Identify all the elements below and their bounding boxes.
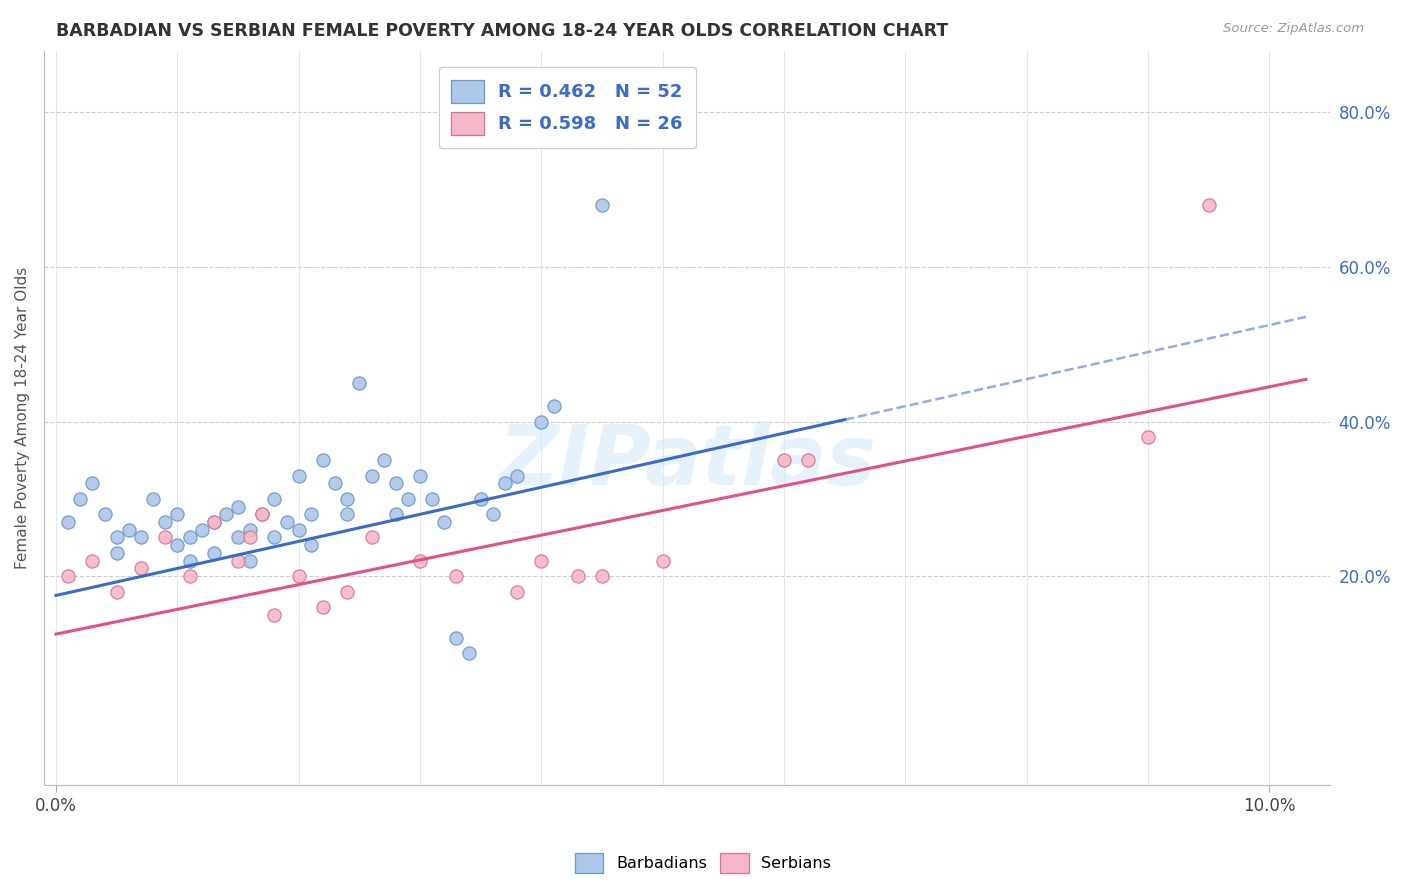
Point: [56, 569, 79, 583]
Point: [82, 554, 104, 568]
Point: [530, 415, 553, 429]
Point: [215, 508, 238, 522]
Point: [179, 569, 201, 583]
Point: [482, 508, 505, 522]
Point: [239, 523, 262, 537]
Point: [530, 554, 553, 568]
Point: [506, 584, 529, 599]
Point: [797, 453, 820, 467]
Point: [142, 491, 165, 506]
Point: [82, 476, 104, 491]
Point: [190, 523, 212, 537]
Point: [179, 531, 201, 545]
Point: [396, 491, 419, 506]
Point: [56, 515, 79, 529]
Point: [129, 531, 152, 545]
Point: [252, 508, 274, 522]
Point: [226, 531, 249, 545]
Legend: Barbadians, Serbians: Barbadians, Serbians: [568, 847, 838, 880]
Point: [118, 523, 141, 537]
Point: [312, 453, 335, 467]
Point: [287, 523, 309, 537]
Point: [166, 538, 188, 552]
Point: [336, 491, 359, 506]
Point: [409, 554, 432, 568]
Point: [287, 468, 309, 483]
Point: [179, 554, 201, 568]
Text: BARBADIAN VS SERBIAN FEMALE POVERTY AMONG 18-24 YEAR OLDS CORRELATION CHART: BARBADIAN VS SERBIAN FEMALE POVERTY AMON…: [56, 22, 949, 40]
Point: [93, 508, 115, 522]
Text: ZIPatlas: ZIPatlas: [498, 421, 876, 502]
Point: [323, 476, 346, 491]
Point: [360, 531, 382, 545]
Point: [543, 399, 565, 413]
Point: [263, 531, 285, 545]
Point: [166, 508, 188, 522]
Point: [1198, 198, 1220, 212]
Point: [651, 554, 673, 568]
Text: Source: ZipAtlas.com: Source: ZipAtlas.com: [1223, 22, 1364, 36]
Point: [446, 631, 468, 645]
Point: [336, 584, 359, 599]
Point: [567, 569, 589, 583]
Point: [336, 508, 359, 522]
Point: [226, 500, 249, 514]
Point: [506, 468, 529, 483]
Point: [360, 468, 382, 483]
Point: [591, 198, 613, 212]
Point: [105, 584, 128, 599]
Point: [457, 647, 479, 661]
Point: [773, 453, 796, 467]
Point: [239, 531, 262, 545]
Point: [591, 569, 613, 583]
Y-axis label: Female Poverty Among 18-24 Year Olds: Female Poverty Among 18-24 Year Olds: [15, 267, 30, 569]
Point: [299, 538, 322, 552]
Point: [155, 515, 177, 529]
Point: [252, 508, 274, 522]
Point: [129, 561, 152, 575]
Legend: R = 0.462   N = 52, R = 0.598   N = 26: R = 0.462 N = 52, R = 0.598 N = 26: [439, 67, 696, 148]
Point: [263, 491, 285, 506]
Point: [409, 468, 432, 483]
Point: [433, 515, 456, 529]
Point: [494, 476, 516, 491]
Point: [287, 569, 309, 583]
Point: [105, 531, 128, 545]
Point: [202, 515, 225, 529]
Point: [276, 515, 298, 529]
Point: [105, 546, 128, 560]
Point: [420, 491, 443, 506]
Point: [299, 508, 322, 522]
Point: [202, 515, 225, 529]
Point: [470, 491, 492, 506]
Point: [446, 569, 468, 583]
Point: [349, 376, 371, 390]
Point: [202, 546, 225, 560]
Point: [1137, 430, 1160, 444]
Point: [373, 453, 395, 467]
Point: [263, 607, 285, 622]
Point: [226, 554, 249, 568]
Point: [69, 491, 91, 506]
Point: [155, 531, 177, 545]
Point: [239, 554, 262, 568]
Point: [385, 476, 408, 491]
Point: [385, 508, 408, 522]
Point: [312, 600, 335, 615]
